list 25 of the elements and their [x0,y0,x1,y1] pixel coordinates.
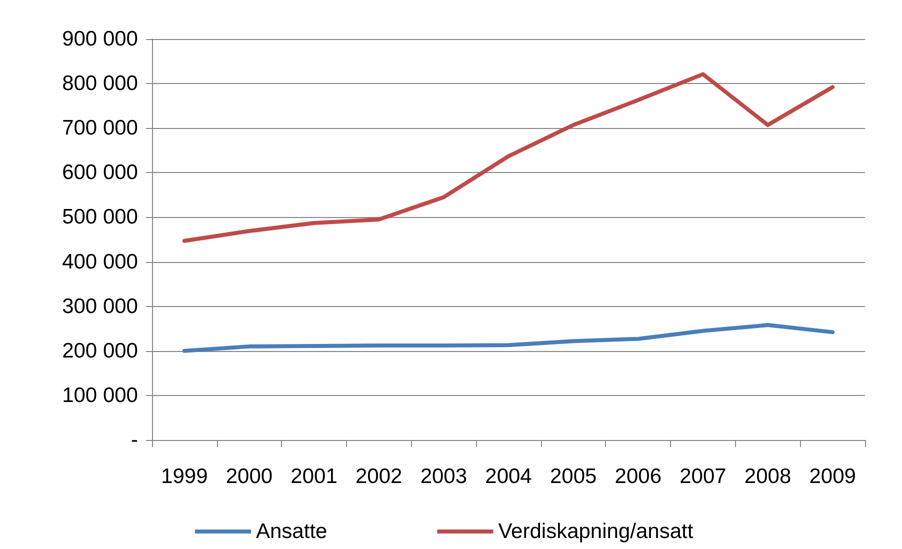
x-tick-label: 2001 [290,465,338,488]
x-tick-label: 2008 [744,465,792,488]
line-series [182,72,835,243]
legend-label: Verdiskapning/ansatt [498,520,694,543]
line-series [182,323,835,353]
x-tick-label: 2000 [226,465,273,488]
y-tick-label: 700 000 [62,116,138,140]
y-tick-label: 200 000 [62,339,138,362]
y-tick-label: 900 000 [62,28,138,50]
y-tick-label: 400 000 [62,250,138,274]
x-tick-label: 2004 [485,465,532,488]
x-tick-label: 2002 [356,465,402,488]
y-tick-label: 100 000 [62,384,138,407]
y-tick-label: 500 000 [62,206,138,229]
y-tick-label: 300 000 [62,294,138,318]
x-tick-label: 1999 [161,465,208,488]
y-tick-label: 800 000 [62,72,138,96]
x-tick-label: 2009 [809,465,856,488]
legend-label: Ansatte [256,520,328,543]
x-tick-label: 2003 [420,465,468,488]
x-tick-label: 2005 [550,465,597,488]
y-tick-label: - [131,428,138,452]
x-tick-label: 2006 [614,465,662,488]
x-tick-label: 2007 [680,465,726,488]
y-tick-label: 600 000 [62,161,138,184]
